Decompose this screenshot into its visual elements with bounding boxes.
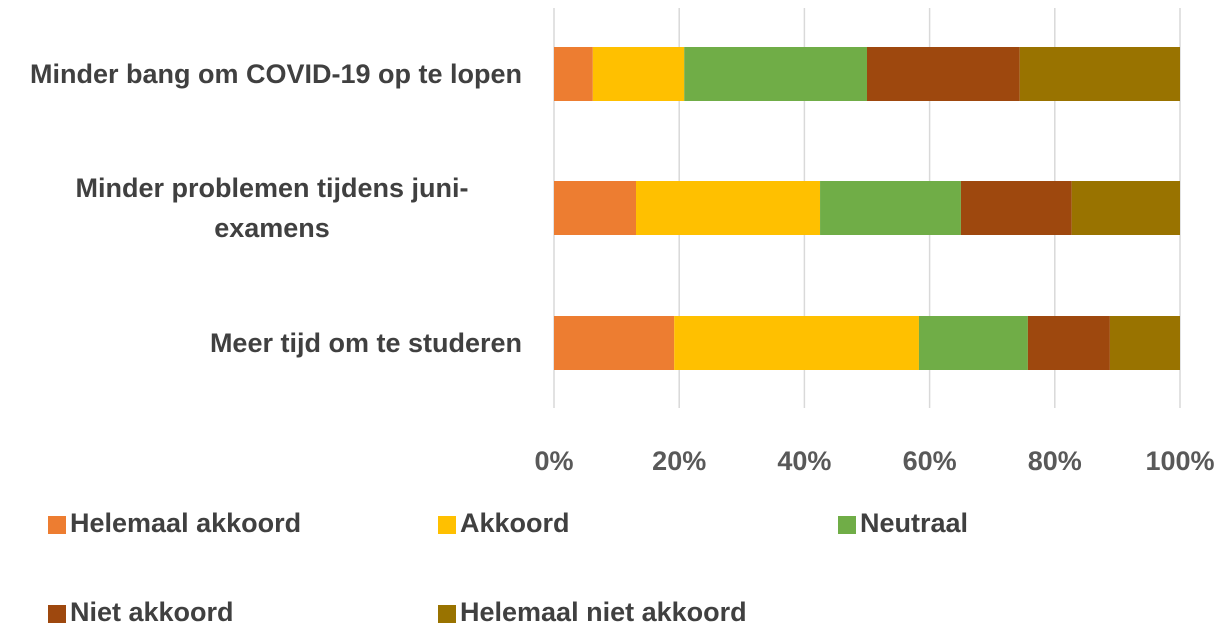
- category-label: Minder bang om COVID-19 op te lopen: [0, 54, 522, 94]
- bar-segment: [554, 181, 637, 235]
- legend-swatch: [48, 605, 66, 623]
- bar-segment: [918, 316, 1028, 370]
- bar-segment: [1027, 316, 1110, 370]
- legend-swatch: [838, 516, 856, 534]
- bar-segment: [867, 47, 1020, 101]
- category-text: Minder problemen tijdens juni-examens: [75, 173, 469, 243]
- bar-segment: [684, 47, 867, 101]
- legend-label: Neutraal: [860, 508, 968, 538]
- legend-label: Niet akkoord: [70, 597, 234, 627]
- category-label: Minder problemen tijdens juni-examens: [0, 168, 522, 248]
- bar-segment: [1109, 316, 1180, 370]
- legend-label: Helemaal niet akkoord: [460, 597, 747, 627]
- bar-segment: [1019, 47, 1180, 101]
- x-tick-label: 40%: [777, 446, 831, 476]
- bar-segment: [636, 181, 821, 235]
- category-text: Minder bang om COVID-19 op te lopen: [29, 59, 522, 89]
- category-text: Meer tijd om te studeren: [209, 328, 522, 358]
- x-tick-label: 60%: [903, 446, 957, 476]
- category-label: Meer tijd om te studeren: [0, 323, 522, 363]
- bar-segment: [554, 47, 593, 101]
- x-tick-label: 0%: [534, 446, 573, 476]
- legend-label: Akkoord: [460, 508, 570, 538]
- x-tick-label: 100%: [1145, 446, 1214, 476]
- bar-segment: [674, 316, 919, 370]
- x-tick-label: 20%: [652, 446, 706, 476]
- bar-segment: [960, 181, 1072, 235]
- bar-segment: [820, 181, 961, 235]
- legend-swatch: [438, 516, 456, 534]
- x-tick-label: 80%: [1028, 446, 1082, 476]
- legend-swatch: [48, 516, 66, 534]
- bar-segment: [554, 316, 675, 370]
- legend-label: Helemaal akkoord: [70, 508, 301, 538]
- bar-segment: [592, 47, 685, 101]
- bar-segment: [1071, 181, 1180, 235]
- legend-swatch: [438, 605, 456, 623]
